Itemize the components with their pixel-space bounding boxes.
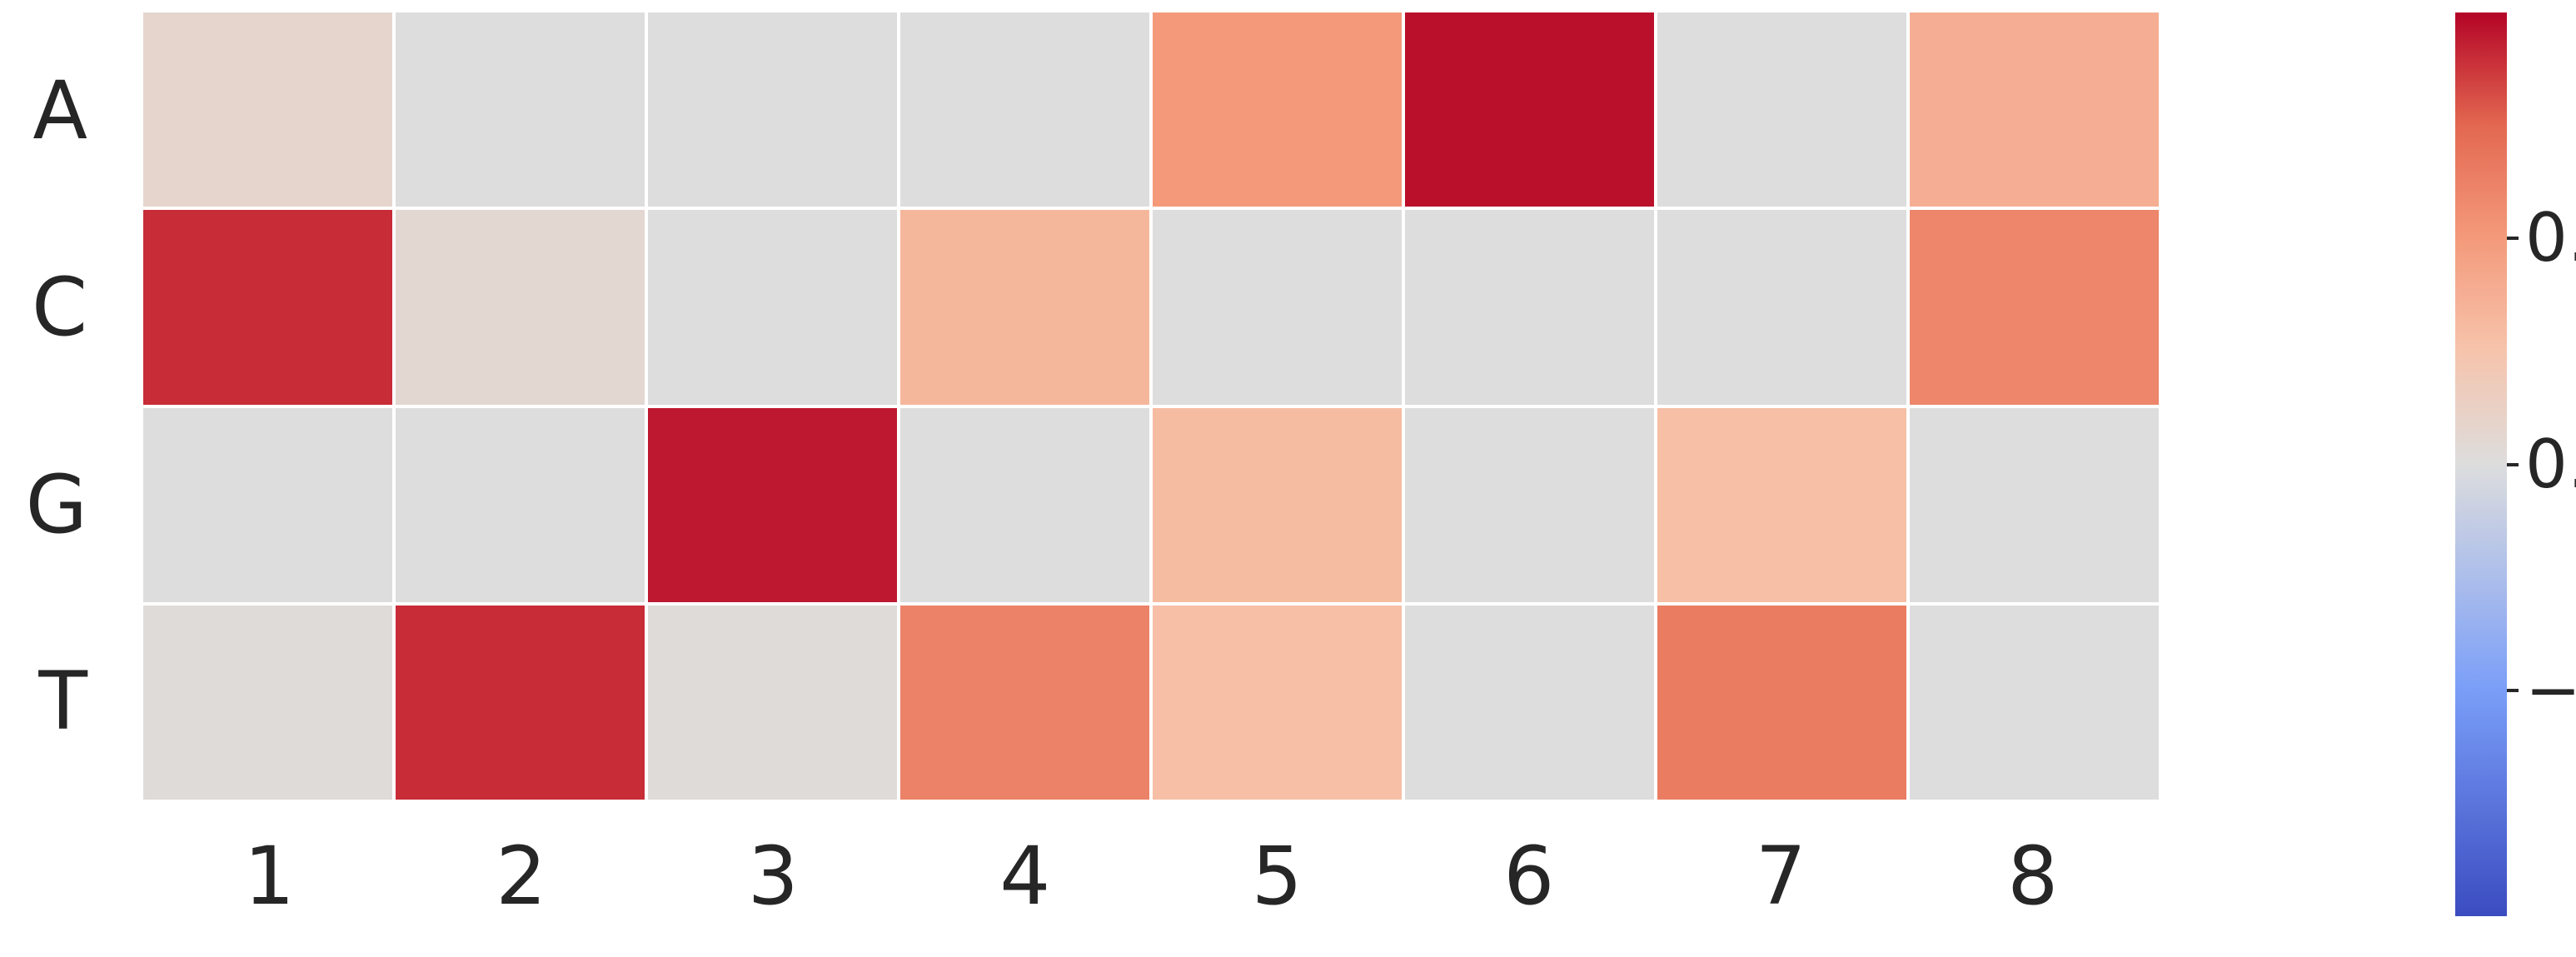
- heatmap-cell-T-5: [1153, 605, 1402, 800]
- colorbar-tick-label: −0.5: [2525, 650, 2576, 729]
- heatmap-cell-C-4: [900, 210, 1149, 405]
- x-tick-label-4: 4: [999, 830, 1051, 923]
- y-tick-label-T: T: [38, 654, 87, 748]
- y-axis-tick-labels: A C G T: [0, 12, 133, 800]
- heatmap-cell-G-2: [396, 407, 645, 602]
- heatmap-cell-T-3: [648, 605, 897, 800]
- y-tick-label-A: A: [32, 64, 87, 158]
- heatmap-cell-C-6: [1405, 210, 1654, 405]
- x-tick-label-6: 6: [1503, 830, 1555, 923]
- heatmap-cell-T-8: [1910, 605, 2159, 800]
- heatmap-cell-T-6: [1405, 605, 1654, 800]
- heatmap-cell-C-1: [143, 210, 392, 405]
- heatmap-cell-G-7: [1657, 407, 1906, 602]
- colorbar-tick-label: 0.0: [2525, 425, 2576, 503]
- heatmap-cell-T-4: [900, 605, 1149, 800]
- heatmap-cell-C-2: [396, 210, 645, 405]
- heatmap-grid: [143, 12, 2159, 800]
- heatmap-cell-A-1: [143, 12, 392, 207]
- x-tick-label-5: 5: [1251, 830, 1303, 923]
- heatmap-cell-G-6: [1405, 407, 1654, 602]
- colorbar-tick-mark: [2507, 462, 2519, 466]
- heatmap-cell-G-4: [900, 407, 1149, 602]
- heatmap-cell-A-6: [1405, 12, 1654, 207]
- colorbar: [2455, 12, 2507, 916]
- heatmap-cell-C-7: [1657, 210, 1906, 405]
- heatmap-cell-A-2: [396, 12, 645, 207]
- x-tick-label-2: 2: [496, 830, 547, 923]
- heatmap-cell-T-2: [396, 605, 645, 800]
- colorbar-tick-label: 0.5: [2525, 199, 2576, 277]
- heatmap-cell-G-8: [1910, 407, 2159, 602]
- heatmap-cell-A-3: [648, 12, 897, 207]
- colorbar-tick-mark: [2507, 688, 2519, 692]
- heatmap-cell-G-5: [1153, 407, 1402, 602]
- colorbar-tick-mark: [2507, 237, 2519, 241]
- heatmap-cell-T-1: [143, 605, 392, 800]
- x-tick-label-3: 3: [747, 830, 799, 923]
- x-tick-label-7: 7: [1755, 830, 1806, 923]
- y-tick-label-G: G: [25, 457, 87, 551]
- heatmap-cell-C-5: [1153, 210, 1402, 405]
- x-axis-tick-labels: 1 2 3 4 5 6 7 8: [143, 810, 2159, 943]
- heatmap-cell-A-4: [900, 12, 1149, 207]
- heatmap-cell-G-3: [648, 407, 897, 602]
- heatmap-cell-C-8: [1910, 210, 2159, 405]
- heatmap-cell-C-3: [648, 210, 897, 405]
- heatmap-cell-A-8: [1910, 12, 2159, 207]
- y-tick-label-C: C: [31, 261, 87, 355]
- heatmap-cell-A-7: [1657, 12, 1906, 207]
- heatmap-cell-G-1: [143, 407, 392, 602]
- heatmap-cell-A-5: [1153, 12, 1402, 207]
- x-tick-label-8: 8: [2007, 830, 2059, 923]
- x-tick-label-1: 1: [243, 830, 295, 923]
- heatmap-cell-T-7: [1657, 605, 1906, 800]
